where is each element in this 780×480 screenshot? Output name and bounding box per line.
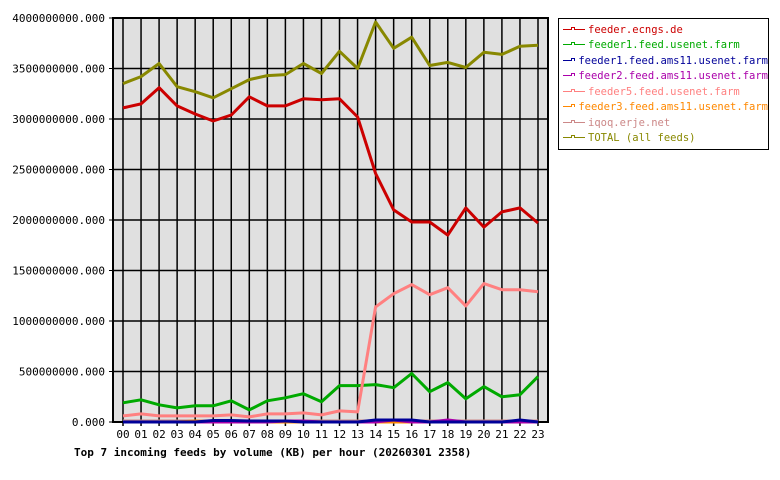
legend-line-icon (563, 25, 585, 35)
y-tick-label: 500000000.000 (19, 366, 105, 379)
x-tick-label: 12 (333, 428, 346, 441)
legend-item: feeder1.feed.usenet.farm (563, 38, 768, 54)
legend-line-icon (563, 87, 585, 97)
x-tick-label: 02 (152, 428, 165, 441)
x-tick-label: 20 (477, 428, 490, 441)
x-tick-label: 21 (495, 428, 508, 441)
legend-label: iqoq.erje.net (588, 116, 671, 129)
x-tick-label: 18 (441, 428, 454, 441)
x-tick-label: 23 (531, 428, 544, 441)
x-tick-label: 13 (351, 428, 364, 441)
legend-label: feeder3.feed.ams11.usenet.farm (578, 101, 768, 114)
legend-item: iqoq.erje.net (563, 115, 768, 131)
legend-item: TOTAL (all feeds) (563, 131, 768, 147)
legend-item: feeder.ecngs.de (563, 22, 768, 38)
series-line (122, 372, 540, 412)
legend-label: feeder1.feed.usenet.farm (588, 39, 740, 52)
legend-line-icon (563, 71, 576, 81)
legend-line-icon (563, 40, 585, 50)
legend-label: feeder2.feed.ams11.usenet.farm (578, 70, 768, 83)
x-tick-label: 06 (225, 428, 238, 441)
x-tick-label: 00 (116, 428, 129, 441)
y-tick-label: 0.000 (72, 416, 105, 429)
legend-label: feeder1.feed.ams11.usenet.farm (578, 54, 768, 67)
legend-label: feeder.ecngs.de (588, 23, 683, 36)
series-line (122, 282, 539, 419)
x-tick-label: 19 (459, 428, 472, 441)
x-tick-label: 08 (261, 428, 274, 441)
legend-item: feeder5.feed.usenet.farm (563, 84, 768, 100)
legend-item: feeder2.feed.ams11.usenet.farm (563, 69, 768, 85)
x-tick-label: 10 (297, 428, 310, 441)
x-tick-label: 14 (369, 428, 383, 441)
x-tick-label: 04 (189, 428, 203, 441)
x-tick-label: 15 (387, 428, 400, 441)
y-tick-label: 2000000000.000 (12, 214, 105, 227)
y-tick-label: 2500000000.000 (12, 164, 105, 177)
legend-item: feeder3.feed.ams11.usenet.farm (563, 100, 768, 116)
legend-label: TOTAL (all feeds) (588, 132, 696, 145)
legend: feeder.ecngs.de feeder1.feed.usenet.farm f… (558, 18, 769, 150)
chart-title: Top 7 incoming feeds by volume (KB) per … (74, 446, 471, 459)
series-line (122, 20, 539, 100)
series-lines (122, 20, 540, 424)
x-tick-label: 05 (207, 428, 220, 441)
y-tick-label: 3000000000.000 (12, 113, 105, 126)
x-tick-label: 03 (171, 428, 184, 441)
x-tick-label: 07 (243, 428, 256, 441)
x-tick-label: 17 (423, 428, 436, 441)
y-axis-labels: 0.000 500000000.000 1000000000.000 15000000… (12, 12, 105, 429)
series-line (122, 86, 539, 237)
x-tick-label: 11 (315, 428, 328, 441)
y-tick-label: 1500000000.000 (12, 265, 105, 278)
x-tick-label: 09 (279, 428, 292, 441)
y-tick-label: 4000000000.000 (12, 12, 105, 25)
x-tick-label: 22 (513, 428, 526, 441)
x-tick-label: 16 (405, 428, 418, 441)
legend-line-icon (563, 118, 585, 128)
legend-line-icon (563, 133, 585, 143)
legend-item: feeder1.feed.ams11.usenet.farm (563, 53, 768, 69)
x-tick-label: 01 (134, 428, 147, 441)
y-tick-label: 1000000000.000 (12, 315, 105, 328)
legend-line-icon (563, 102, 576, 112)
legend-line-icon (563, 56, 576, 66)
series-line (123, 418, 539, 424)
y-tick-label: 3500000000.000 (12, 63, 105, 76)
x-axis-labels: 00 01 02 03 04 05 06 07 08 09 10 11 12 13 14 15 16 17 18 19… (116, 428, 544, 441)
legend-label: feeder5.feed.usenet.farm (588, 85, 740, 98)
